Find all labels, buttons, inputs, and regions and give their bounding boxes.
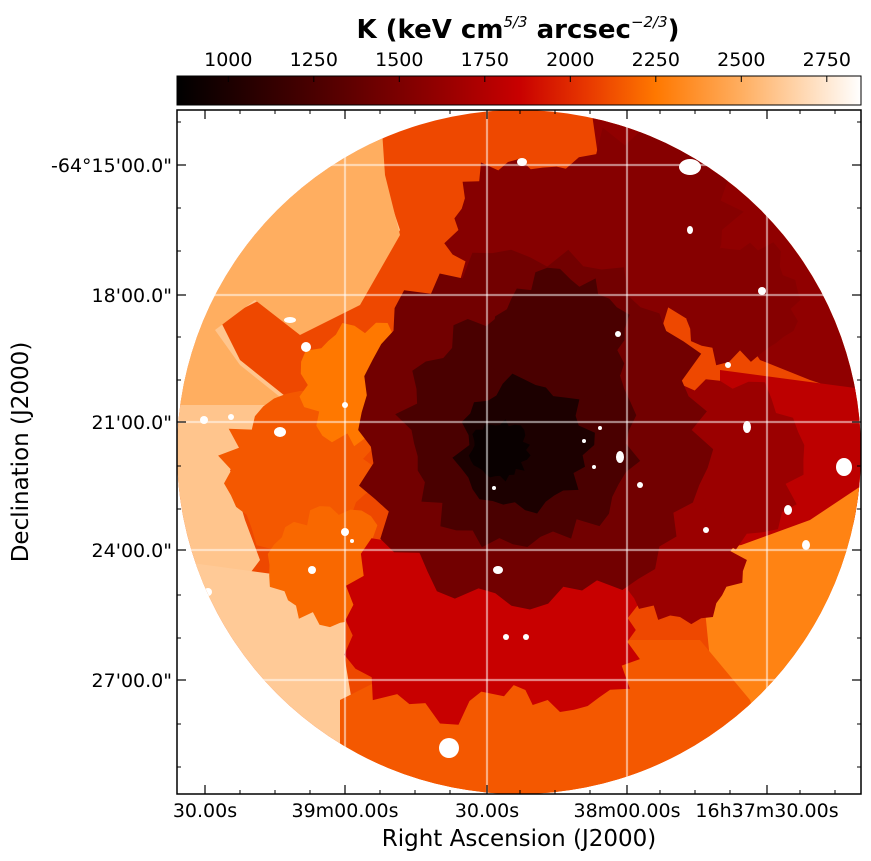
y-tick-label: 18'00.0" (92, 285, 172, 307)
x-tick-label: 39m00.00s (292, 800, 399, 822)
point-source-mask (836, 458, 852, 476)
y-tick-label: 21'00.0" (92, 412, 172, 434)
plot-area: 30.00s 39m00.00s 30.00s 38m00.00s 16h37m30.0… (51, 109, 862, 822)
point-source-mask (582, 439, 586, 443)
region-core-peak (468, 419, 531, 482)
x-tick-label: 38m00.00s (574, 800, 681, 822)
title-sup-2: −2/3 (631, 13, 668, 31)
coordinate-grid (177, 110, 861, 794)
point-source-mask (592, 465, 596, 469)
title-sup-1: 5/3 (503, 13, 527, 31)
point-source-mask (802, 540, 810, 550)
colorbar-strip (176, 75, 862, 106)
point-source-mask (284, 317, 296, 323)
point-source-mask (758, 287, 766, 295)
region-core-ring (485, 267, 630, 412)
point-source-mask (523, 634, 529, 640)
y-tick-label: -64°15'00.0" (51, 155, 172, 177)
point-source-mask (350, 539, 354, 543)
colorbar-tick-label: 2000 (546, 49, 594, 71)
plot-frame (176, 109, 862, 795)
colorbar-tick-label: 1000 (204, 49, 252, 71)
point-source-mask (274, 427, 286, 437)
point-source-mask (492, 486, 496, 490)
point-source-mask (784, 505, 792, 515)
point-source-mask (308, 566, 316, 574)
colorbar-tick-label: 2500 (717, 49, 765, 71)
point-source-mask (503, 634, 509, 640)
colorbar: 1000 1250 1500 1750 2000 2250 2500 2750 (176, 49, 862, 106)
point-source-mask (743, 421, 751, 433)
region-north-inner (673, 242, 801, 366)
x-tick-label: 16h37m30.00s (695, 800, 838, 822)
point-source-mask (725, 362, 731, 368)
colorbar-tick-label: 1500 (375, 49, 423, 71)
point-source-mask (228, 414, 234, 420)
title-suffix: ) (668, 15, 680, 45)
title-prefix: K (keV cm (356, 15, 503, 45)
colorbar-tick-label: 1250 (290, 49, 338, 71)
x-tick-label: 30.00s (455, 800, 519, 822)
y-axis-label: Declination (J2000) (8, 342, 34, 563)
colorbar-tick-label: 2250 (632, 49, 680, 71)
point-source-mask (616, 451, 624, 463)
point-source-mask (301, 342, 311, 352)
point-source-mask (703, 527, 709, 533)
point-source-mask (615, 331, 621, 337)
title-middle: arcsec (528, 15, 631, 45)
colorbar-ticks: 1000 1250 1500 1750 2000 2250 2500 2750 (204, 49, 851, 82)
x-axis-label: Right Ascension (J2000) (382, 826, 657, 852)
point-source-mask (637, 482, 643, 488)
chart-title: K (keV cm5/3 arcsec−2/3) (356, 13, 679, 45)
x-tick-label: 30.00s (173, 800, 237, 822)
point-source-mask (598, 426, 602, 430)
colorbar-tick-label: 2750 (803, 49, 851, 71)
y-tick-label: 24'00.0" (92, 540, 172, 562)
point-source-mask (679, 159, 701, 175)
point-source-mask (493, 566, 503, 574)
axis-ticks: 30.00s 39m00.00s 30.00s 38m00.00s 16h37m30.0… (51, 110, 861, 822)
point-source-mask (687, 226, 693, 234)
colorbar-tick-label: 1750 (461, 49, 509, 71)
y-tick-label: 27'00.0" (92, 670, 172, 692)
point-source-mask (439, 738, 459, 758)
